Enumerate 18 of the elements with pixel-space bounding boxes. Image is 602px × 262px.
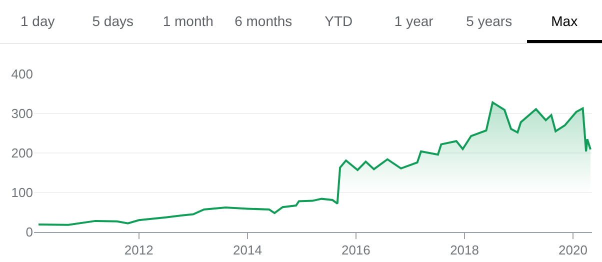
text: YTD [324,12,354,31]
text: 1 year [393,12,434,31]
y-tick-label: 300 [11,106,33,122]
x-tick-label: 2014 [233,242,262,258]
x-tick-label: 2020 [558,242,588,258]
text: 5 years [465,12,514,31]
text: Max [526,0,602,43]
text: 5 days [91,12,134,31]
y-tick-label: 200 [11,146,33,161]
x-tick-label: 2016 [341,242,370,258]
y-tick-label: 400 [11,66,33,82]
text: 6 months [234,12,294,31]
x-tick-label: 2012 [124,242,154,258]
x-tick-label: 2018 [450,242,479,258]
text: 1 month [162,12,214,31]
y-tick-label: 0 [26,224,33,240]
text: 1 day [20,12,56,31]
y-tick-label: 100 [11,185,33,200]
